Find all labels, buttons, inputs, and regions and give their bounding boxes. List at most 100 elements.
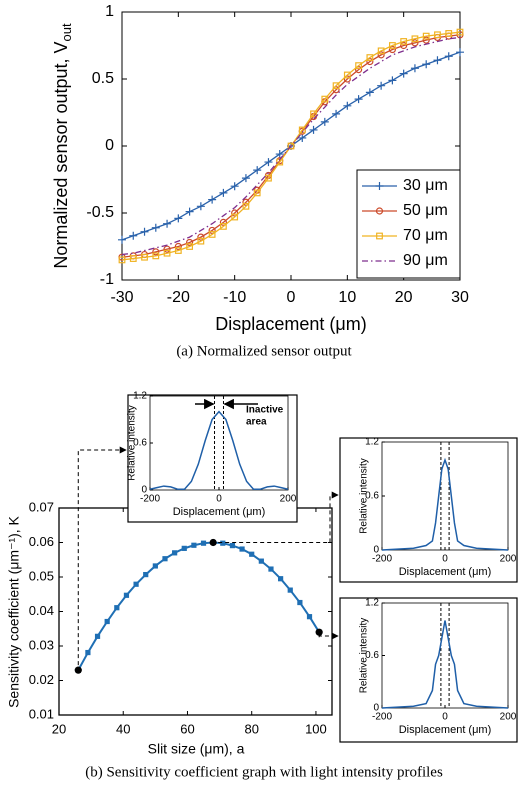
highlight-point bbox=[74, 666, 82, 674]
marker bbox=[219, 188, 228, 197]
marker bbox=[197, 233, 205, 241]
marker bbox=[191, 542, 197, 548]
marker bbox=[143, 571, 149, 578]
marker bbox=[377, 81, 386, 90]
marker bbox=[456, 28, 464, 36]
marker bbox=[181, 545, 187, 551]
marker bbox=[197, 237, 205, 245]
y-label-sub: out bbox=[59, 23, 74, 41]
inset-y-label: Relative intensity bbox=[359, 618, 370, 694]
connector-arrow bbox=[77, 446, 127, 666]
y-tick-label: 0.01 bbox=[29, 706, 54, 721]
marker bbox=[422, 36, 430, 44]
legend-label: 70 μm bbox=[403, 227, 448, 244]
marker bbox=[163, 245, 171, 253]
legend-label: 50 μm bbox=[403, 202, 448, 219]
intensity-line bbox=[149, 410, 289, 490]
x-tick-label: 20 bbox=[52, 721, 66, 736]
marker bbox=[445, 30, 453, 37]
caption: (a) Normalized sensor output bbox=[176, 343, 352, 359]
annotation: area bbox=[246, 417, 267, 428]
marker bbox=[456, 48, 464, 57]
y-tick-label: 0.02 bbox=[29, 672, 54, 687]
marker bbox=[163, 249, 171, 257]
legend-marker bbox=[376, 232, 383, 240]
marker bbox=[220, 540, 226, 546]
marker bbox=[343, 71, 351, 79]
marker bbox=[389, 42, 396, 49]
marker bbox=[196, 202, 205, 211]
inset-frame bbox=[127, 394, 298, 523]
legend-box bbox=[356, 169, 461, 279]
marker bbox=[186, 243, 194, 250]
marker bbox=[231, 209, 239, 217]
marker bbox=[185, 207, 194, 216]
x-tick-label: -200 bbox=[372, 554, 392, 565]
connector-arrow bbox=[218, 491, 339, 543]
marker bbox=[123, 592, 130, 598]
x-tick-label: 40 bbox=[116, 721, 130, 736]
x-tick-label: 200 bbox=[280, 494, 297, 505]
marker bbox=[444, 52, 453, 61]
inset-x-label: Displacement (μm) bbox=[173, 506, 266, 518]
x-tick-label: -20 bbox=[167, 289, 190, 306]
inset-y-label: Relative intensity bbox=[359, 458, 370, 534]
y-tick-label: 0 bbox=[373, 703, 379, 714]
marker bbox=[239, 546, 245, 552]
marker bbox=[249, 551, 255, 557]
marker bbox=[310, 110, 317, 118]
y-tick-label: -0.5 bbox=[86, 204, 114, 221]
connector-arrow bbox=[318, 632, 339, 640]
marker bbox=[275, 150, 284, 159]
x-tick-label: 80 bbox=[244, 721, 258, 736]
marker bbox=[268, 566, 274, 572]
marker bbox=[141, 253, 148, 261]
marker bbox=[366, 57, 374, 66]
marker bbox=[152, 563, 158, 569]
marker bbox=[85, 649, 91, 656]
marker bbox=[104, 618, 110, 625]
marker bbox=[253, 189, 261, 197]
x-tick-label: 200 bbox=[500, 712, 517, 723]
marker bbox=[400, 38, 408, 45]
marker bbox=[297, 599, 303, 606]
x-tick-label: 100 bbox=[305, 721, 327, 736]
axes-frame bbox=[381, 441, 509, 551]
y-tick-label: 0.03 bbox=[29, 637, 54, 652]
series-line bbox=[121, 36, 461, 256]
marker bbox=[242, 202, 250, 210]
marker bbox=[377, 51, 385, 59]
x-axis-label: Slit size (μm), a bbox=[148, 741, 245, 757]
marker bbox=[343, 75, 351, 83]
y-tick-label: 1 bbox=[105, 3, 114, 20]
marker bbox=[241, 174, 250, 183]
marker bbox=[400, 41, 408, 50]
marker bbox=[309, 125, 318, 134]
marker bbox=[332, 109, 341, 118]
x-tick-label: 10 bbox=[338, 289, 356, 306]
y-tick-label: 0.6 bbox=[365, 650, 379, 661]
x-tick-label: 0 bbox=[442, 554, 448, 565]
marker bbox=[354, 95, 363, 104]
intensity-line bbox=[381, 620, 509, 709]
marker bbox=[306, 614, 313, 620]
y-tick-label: 1.2 bbox=[133, 391, 147, 402]
inset-y-label: Relative intensity bbox=[127, 405, 138, 481]
x-tick-label: 30 bbox=[451, 289, 469, 306]
marker bbox=[343, 101, 352, 110]
marker bbox=[388, 76, 397, 85]
legend-marker bbox=[375, 207, 384, 215]
y-tick-label: 0.6 bbox=[365, 491, 379, 502]
caption: (b) Sensitivity coefficient graph with l… bbox=[85, 764, 443, 780]
marker bbox=[219, 218, 227, 226]
y-tick-label: 0.05 bbox=[29, 568, 54, 583]
marker bbox=[133, 581, 139, 587]
x-tick-label: 20 bbox=[395, 289, 413, 306]
y-axis-label: Sensitivity coefficient (μm⁻¹), K bbox=[6, 515, 22, 707]
marker bbox=[208, 231, 216, 238]
y-tick-label: 0 bbox=[373, 545, 379, 556]
marker bbox=[366, 54, 374, 61]
intensity-line bbox=[381, 457, 509, 551]
marker bbox=[129, 231, 138, 240]
